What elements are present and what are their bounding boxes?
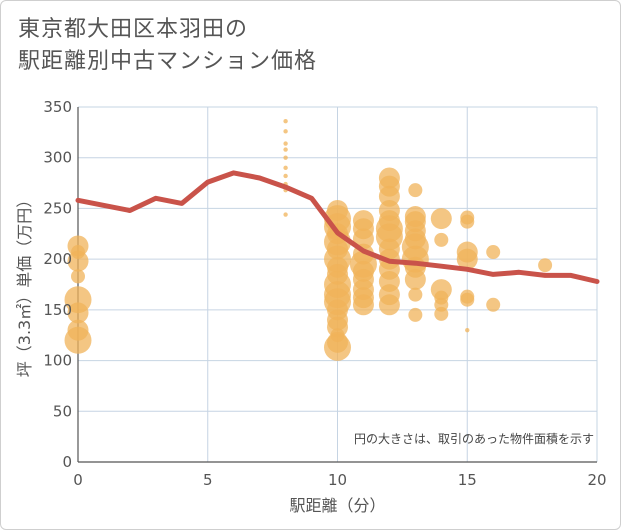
chart-title-line-1: 東京都大田区本羽田の bbox=[18, 17, 249, 42]
bubble-point bbox=[408, 307, 423, 322]
bubble-point bbox=[538, 258, 553, 273]
y-tick-label: 200 bbox=[43, 250, 72, 268]
bubble-point bbox=[283, 165, 288, 171]
bubble-point bbox=[283, 147, 288, 152]
bubble-point bbox=[456, 248, 478, 270]
bubble-point bbox=[408, 287, 423, 302]
y-axis-title: 坪（3.3㎡）単価（万円） bbox=[15, 192, 34, 377]
x-tick-label: 0 bbox=[73, 471, 83, 489]
bubble-point bbox=[465, 327, 470, 333]
x-tick-label: 15 bbox=[458, 471, 477, 489]
bubble-point bbox=[404, 268, 426, 290]
bubble-point bbox=[486, 245, 501, 260]
bubble-point bbox=[71, 269, 85, 284]
average-price-line bbox=[75, 170, 600, 284]
y-tick-label: 350 bbox=[43, 98, 72, 116]
y-tick-label: 50 bbox=[53, 402, 72, 420]
bubble-point bbox=[67, 250, 89, 272]
bubble-point bbox=[378, 294, 400, 316]
bubble-point bbox=[460, 214, 475, 229]
x-tick-label: 20 bbox=[587, 471, 606, 489]
bubble-point bbox=[434, 306, 449, 321]
chart-title: 東京都大田区本羽田の 駅距離別中古マンション価格 bbox=[18, 14, 317, 78]
y-tick-label: 250 bbox=[43, 199, 72, 217]
x-axis-ticks: 0 5 10 15 20 bbox=[73, 471, 606, 489]
x-tick-label: 10 bbox=[328, 471, 347, 489]
bubble-point bbox=[67, 302, 89, 324]
y-tick-label: 0 bbox=[62, 453, 72, 471]
bubble-point bbox=[283, 155, 288, 160]
bubble-point bbox=[283, 141, 288, 146]
bubble-point bbox=[283, 173, 288, 179]
y-tick-label: 100 bbox=[43, 352, 72, 370]
bubble-point bbox=[283, 119, 288, 124]
bubble-size-note: 円の大きさは、取引のあった物件面積を示す bbox=[354, 431, 594, 446]
bubble-point bbox=[460, 292, 475, 307]
bubble-point bbox=[486, 297, 501, 312]
bubble-point bbox=[283, 129, 288, 134]
y-axis-ticks: 0 50 100 150 200 250 300 350 bbox=[43, 98, 72, 471]
y-tick-label: 150 bbox=[43, 301, 72, 319]
x-axis-title: 駅距離（分） bbox=[289, 496, 385, 515]
bubble-point bbox=[283, 212, 288, 217]
y-tick-label: 300 bbox=[43, 149, 72, 167]
bubble-point bbox=[352, 294, 374, 316]
bubble-point bbox=[434, 232, 449, 247]
bubble-point bbox=[352, 228, 374, 250]
bubble-point bbox=[64, 326, 92, 354]
x-tick-label: 5 bbox=[203, 471, 213, 489]
bubble-point bbox=[430, 208, 452, 230]
bubble-point bbox=[408, 183, 423, 198]
chart-title-line-2: 駅距離別中古マンション価格 bbox=[18, 49, 318, 74]
bubble-series bbox=[64, 119, 553, 361]
bubble-point bbox=[324, 333, 351, 361]
